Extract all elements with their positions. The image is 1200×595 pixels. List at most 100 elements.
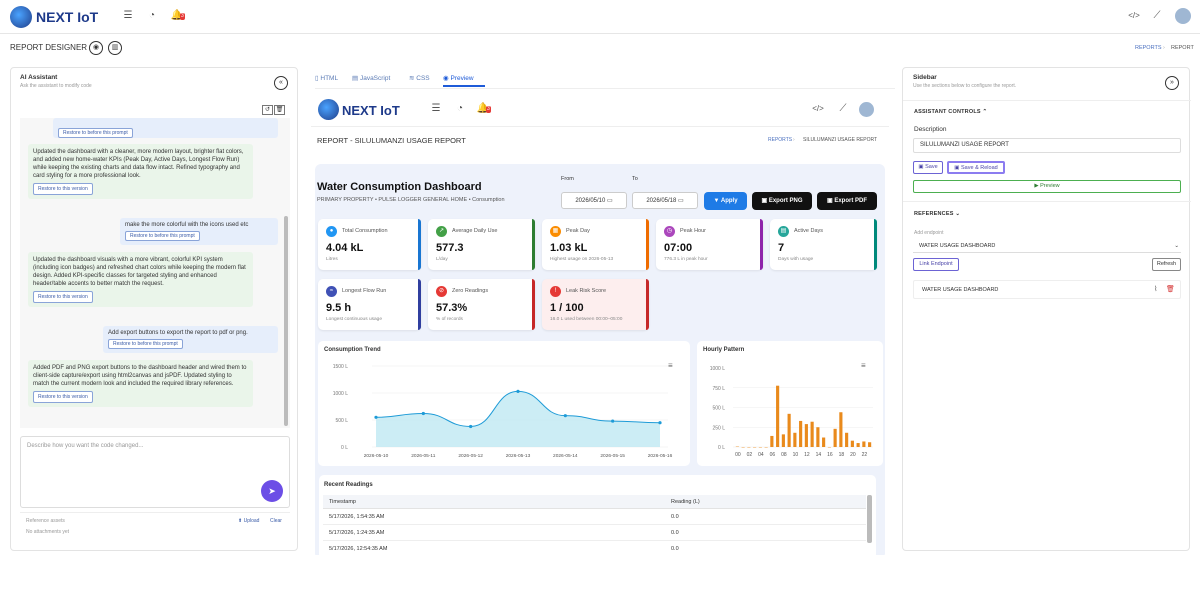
kpi-sub: L/day: [436, 257, 448, 262]
references-header[interactable]: REFERENCES ⌄: [914, 211, 960, 217]
trash-icon[interactable]: 🗑: [274, 105, 285, 115]
apply-label: Apply: [720, 198, 738, 204]
trend-chart-menu-icon[interactable]: ≡: [668, 361, 673, 370]
table-scrollbar[interactable]: [867, 495, 872, 543]
preview-button[interactable]: ▶ Preview: [913, 180, 1181, 193]
clock-icon: ◷: [664, 226, 675, 237]
table-row: 5/17/2026, 12:54:35 AM 0.0: [323, 541, 866, 555]
col-timestamp: Timestamp: [329, 499, 356, 505]
tab-label: HTML: [320, 75, 339, 82]
sidebar-title: Sidebar: [913, 74, 937, 81]
apply-button[interactable]: ▼ Apply: [704, 192, 747, 210]
dashboard: Water Consumption Dashboard PRIMARY PROP…: [315, 164, 885, 555]
hourly-bar: [822, 437, 826, 447]
breadcrumb-reports[interactable]: REPORTS: [1135, 45, 1162, 51]
hourly-x-tick: 02: [747, 452, 753, 458]
tab-label: JavaScript: [359, 75, 391, 82]
link-endpoint-button[interactable]: Link Endpoint: [913, 258, 959, 271]
save-reload-button[interactable]: ▣ Save & Reload: [947, 161, 1005, 174]
preview-code-icon[interactable]: </>: [812, 104, 824, 113]
cell-timestamp: 5/17/2026, 1:24:35 AM: [329, 530, 385, 536]
preview-breadcrumb-sep: ›: [793, 137, 795, 143]
delete-icon[interactable]: 🗑: [1166, 286, 1175, 293]
to-date-value: 2026/05/18: [646, 198, 677, 204]
kpi-title: Active Days: [794, 228, 824, 234]
assistant-controls-header[interactable]: ASSISTANT CONTROLS ⌃: [914, 109, 987, 115]
calendar-icon: ▦: [550, 226, 561, 237]
linked-endpoint-item: WATER USAGE DASHBOARD ⌇ 🗑: [913, 280, 1181, 299]
kpi-accent: [532, 279, 535, 330]
hourly-bar: [781, 434, 785, 447]
hourly-x-tick: 00: [735, 452, 741, 458]
user-avatar[interactable]: [1175, 8, 1191, 24]
restore-before-prompt-2[interactable]: Restore to before this prompt: [125, 231, 200, 241]
preview-chart-icon[interactable]: ⟋: [839, 103, 847, 114]
preview-avatar[interactable]: [859, 102, 874, 117]
chevron-down-icon: ⌄: [1174, 243, 1179, 249]
restore-before-prompt-1[interactable]: Restore to before this prompt: [58, 128, 133, 138]
prompt-placeholder: Describe how you want the code changed..…: [27, 443, 144, 449]
send-icon[interactable]: ➤: [261, 480, 283, 502]
menu-icon[interactable]: ☰: [123, 10, 133, 21]
line-chart-icon[interactable]: ⟋: [1153, 10, 1161, 21]
from-date-input[interactable]: 2026/05/10 ▭: [561, 192, 627, 209]
restore-version-1[interactable]: Restore to this version: [33, 183, 93, 195]
upload-button[interactable]: ⬆ Upload: [238, 518, 260, 524]
collapse-right-icon[interactable]: »: [1165, 76, 1179, 90]
droplet-icon: ●: [326, 226, 337, 237]
tab-javascript[interactable]: ▤ JavaScript: [352, 75, 391, 82]
linked-endpoint-name: WATER USAGE DASHBOARD: [922, 287, 999, 293]
preview-app-name: NEXT IoT: [342, 103, 400, 118]
hourly-bar: [799, 420, 803, 447]
chat-scrollbar[interactable]: [284, 216, 288, 426]
kpi-value: 07:00: [664, 242, 693, 254]
hourly-chart-menu-icon[interactable]: ≡: [861, 361, 866, 370]
restore-version-3[interactable]: Restore to this version: [33, 391, 93, 403]
preview-bell-icon[interactable]: 🔔: [476, 103, 490, 114]
calendar-check-icon: ▤: [778, 226, 789, 237]
hourly-y-tick: 250 L: [712, 425, 725, 431]
undo-icon[interactable]: ↺: [262, 105, 273, 115]
save-button[interactable]: ▣ Save: [913, 161, 943, 174]
refresh-button[interactable]: Refresh: [1152, 258, 1181, 271]
layout-toggle-icon[interactable]: ▥: [108, 41, 122, 55]
export-pdf-button[interactable]: ▣ Export PDF: [817, 192, 877, 210]
chat-toggle-icon[interactable]: ◉: [89, 41, 103, 55]
collapse-left-icon[interactable]: «: [274, 76, 288, 90]
table-row: 5/17/2026, 1:54:35 AM 0.0: [323, 509, 866, 525]
endpoint-select[interactable]: WATER USAGE DASHBOARD ⌄: [913, 240, 1181, 253]
hourly-x-tick: 16: [827, 452, 833, 458]
ai-message-text: Added PDF and PNG export buttons to the …: [33, 365, 247, 387]
tab-html[interactable]: ▯ HTML: [315, 75, 339, 82]
paperclip-icon[interactable]: ⌇: [1154, 286, 1158, 293]
restore-version-2[interactable]: Restore to this version: [33, 291, 93, 303]
pie-chart-icon[interactable]: ◔: [148, 10, 156, 21]
preview-pie-icon[interactable]: ◔: [456, 103, 464, 114]
kpi-value: 1 / 100: [550, 302, 584, 314]
hourly-bar: [850, 440, 854, 447]
hourly-x-tick: 18: [839, 452, 845, 458]
cell-reading: 0.0: [671, 514, 679, 520]
trend-x-tick: 2026-05-14: [553, 453, 578, 459]
ai-message-text: Updated the dashboard with a cleaner, mo…: [33, 149, 244, 179]
kpi-value: 57.3%: [436, 302, 468, 314]
description-input[interactable]: SILULUMANZI USAGE REPORT: [913, 138, 1181, 153]
code-icon[interactable]: </>: [1128, 11, 1140, 20]
preview-menu-icon[interactable]: ☰: [431, 103, 441, 114]
kpi-peak-hour: ◷ Peak Hour 07:00 776.3 L in peak hour: [656, 219, 763, 270]
preview-label: Preview: [1040, 183, 1060, 189]
to-date-input[interactable]: 2026/05/18 ▭: [632, 192, 698, 209]
tab-css[interactable]: ≋ CSS: [409, 75, 430, 82]
trend-x-tick: 2026-05-11: [411, 453, 436, 459]
preview-breadcrumb-reports[interactable]: REPORTS: [768, 137, 793, 143]
description-label: Description: [914, 126, 947, 133]
export-pdf-label: Export PDF: [834, 198, 867, 204]
export-png-button[interactable]: ▣ Export PNG: [752, 192, 812, 210]
tab-preview[interactable]: ◉ Preview: [443, 71, 485, 87]
restore-before-prompt-3[interactable]: Restore to before this prompt: [108, 339, 183, 349]
prompt-input[interactable]: Describe how you want the code changed..…: [20, 436, 290, 508]
hourly-bar: [810, 421, 814, 447]
save-label: Save: [925, 164, 938, 170]
bell-icon[interactable]: 🔔: [170, 10, 184, 21]
clear-button[interactable]: Clear: [270, 518, 282, 524]
